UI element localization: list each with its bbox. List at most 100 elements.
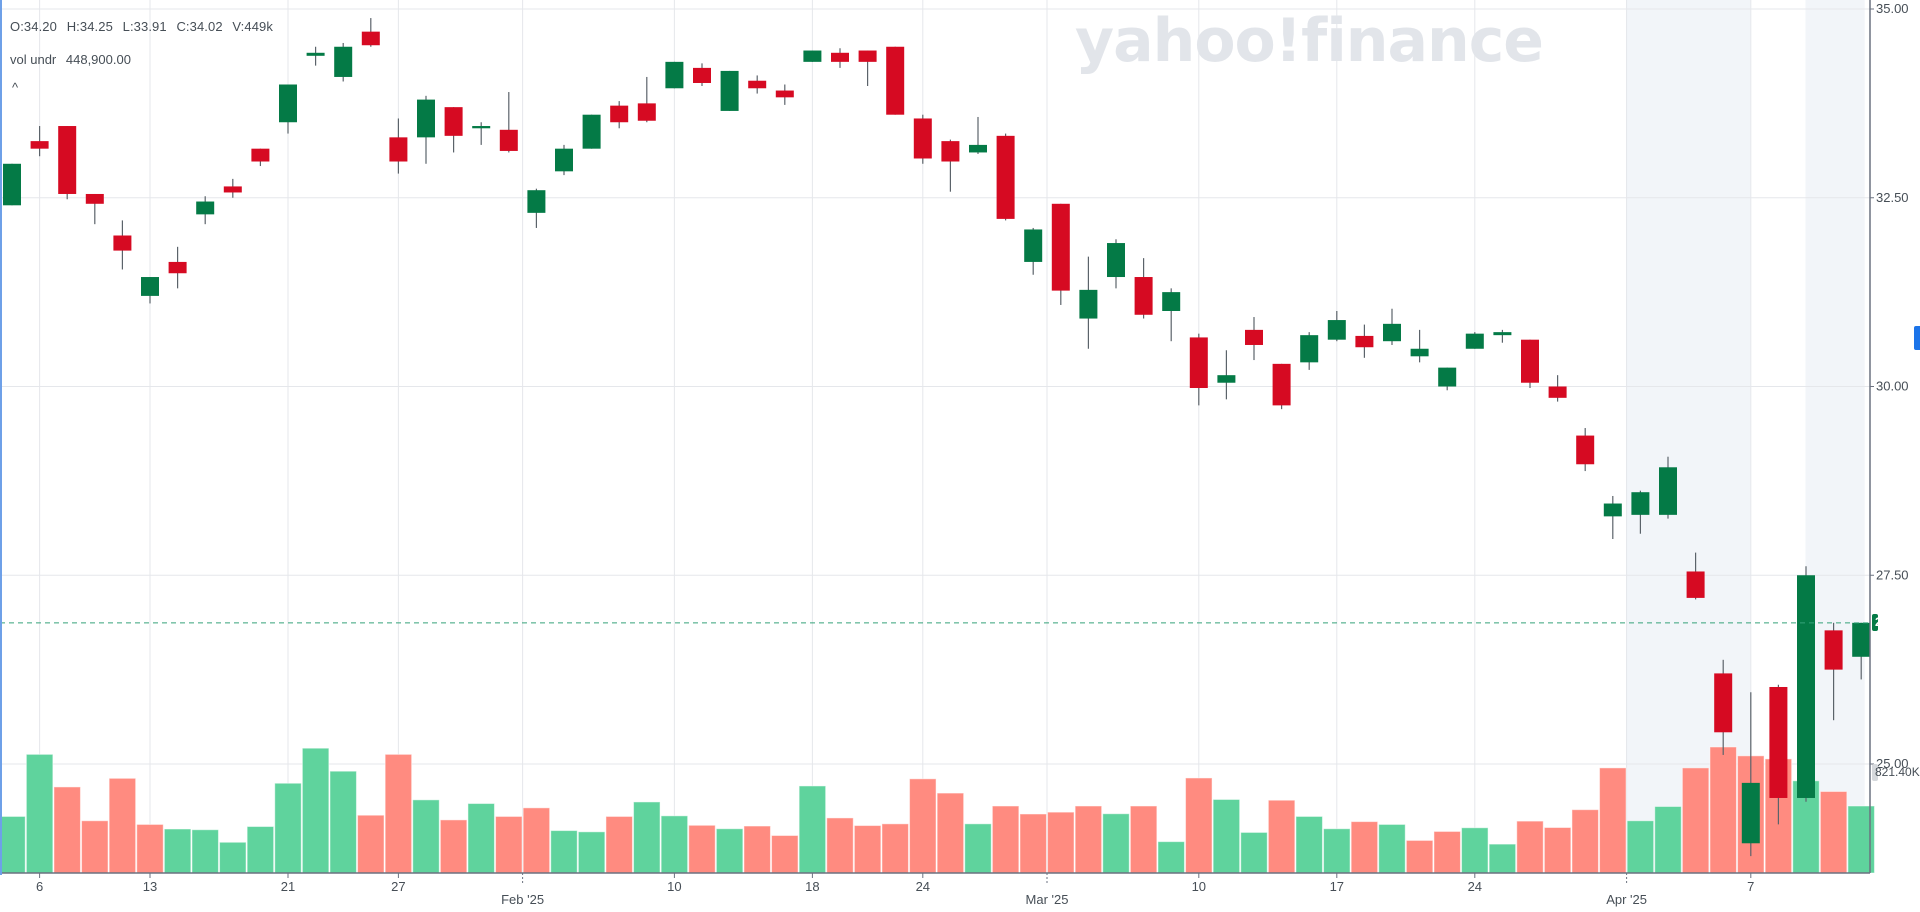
volume-bar[interactable] xyxy=(163,828,192,874)
candle-down[interactable] xyxy=(1824,630,1843,670)
candle-down[interactable] xyxy=(251,148,270,162)
volume-bar[interactable] xyxy=(1129,805,1158,874)
candle-up[interactable] xyxy=(527,190,546,213)
candle-up[interactable] xyxy=(582,114,601,149)
side-panel-toggle-chevron-icon[interactable] xyxy=(1914,326,1920,350)
candle-down[interactable] xyxy=(941,141,960,162)
candle-up[interactable] xyxy=(969,144,987,153)
volume-bar[interactable] xyxy=(881,823,909,874)
volume-bar[interactable] xyxy=(412,799,440,874)
candle-up[interactable] xyxy=(1410,348,1429,357)
candle-up[interactable] xyxy=(1217,375,1236,383)
candle-up[interactable] xyxy=(1659,467,1677,515)
volume-bar[interactable] xyxy=(1102,813,1130,874)
candle-down[interactable] xyxy=(1521,339,1539,383)
volume-bar[interactable] xyxy=(0,815,26,874)
candle-up[interactable] xyxy=(665,61,684,89)
candle-up[interactable] xyxy=(472,126,491,129)
volume-bar[interactable] xyxy=(329,770,357,874)
volume-bar[interactable] xyxy=(1295,815,1323,874)
candle-down[interactable] xyxy=(85,193,104,204)
volume-bar[interactable] xyxy=(936,792,965,874)
volume-study-legend[interactable]: vol undr 448,900.00 xyxy=(10,52,137,67)
volume-bar[interactable] xyxy=(826,817,854,874)
candle-up[interactable] xyxy=(3,163,21,206)
volume-bar[interactable] xyxy=(1516,820,1544,874)
volume-bar[interactable] xyxy=(1571,809,1599,874)
candle-down[interactable] xyxy=(913,118,932,159)
candle-down[interactable] xyxy=(1576,435,1595,465)
volume-bar[interactable] xyxy=(1185,777,1213,874)
candle-down[interactable] xyxy=(1189,337,1208,389)
candle-up[interactable] xyxy=(1493,332,1512,336)
candle-down[interactable] xyxy=(1355,335,1374,348)
volume-bar[interactable] xyxy=(522,807,551,874)
volume-bar[interactable] xyxy=(771,834,799,874)
candle-up[interactable] xyxy=(141,277,159,296)
candle-up[interactable] xyxy=(1852,622,1871,657)
volume-bar[interactable] xyxy=(301,747,330,874)
candle-up[interactable] xyxy=(1079,289,1098,319)
candle-down[interactable] xyxy=(610,105,629,123)
candle-down[interactable] xyxy=(693,67,711,83)
candle-down[interactable] xyxy=(858,50,877,62)
volume-bar[interactable] xyxy=(246,826,275,874)
volume-bar[interactable] xyxy=(853,825,882,874)
candle-down[interactable] xyxy=(1051,203,1070,291)
volume-bar[interactable] xyxy=(81,820,109,874)
volume-bar[interactable] xyxy=(384,753,413,874)
candle-down[interactable] xyxy=(499,129,518,151)
candle-up[interactable] xyxy=(279,84,297,123)
candle-up[interactable] xyxy=(306,52,325,56)
candle-down[interactable] xyxy=(444,107,463,136)
candle-down[interactable] xyxy=(637,103,656,121)
volume-bar[interactable] xyxy=(1709,746,1737,874)
volume-bar[interactable] xyxy=(1019,813,1047,874)
volume-bar[interactable] xyxy=(191,829,219,874)
candle-down[interactable] xyxy=(168,261,187,274)
candle-down[interactable] xyxy=(223,186,242,193)
volume-bar[interactable] xyxy=(1267,799,1296,874)
volume-bar[interactable] xyxy=(1074,805,1103,874)
volume-bar[interactable] xyxy=(1654,805,1682,874)
volume-bar[interactable] xyxy=(1626,820,1655,874)
volume-bar[interactable] xyxy=(1433,830,1461,874)
volume-bar[interactable] xyxy=(439,819,468,874)
volume-bar[interactable] xyxy=(136,823,164,874)
candle-up[interactable] xyxy=(720,70,739,111)
candle-up[interactable] xyxy=(1438,367,1457,387)
volume-bar[interactable] xyxy=(577,831,606,874)
volume-bar[interactable] xyxy=(1240,831,1268,874)
candle-down[interactable] xyxy=(58,126,77,194)
volume-bar[interactable] xyxy=(991,805,1020,874)
candle-down[interactable] xyxy=(1714,673,1733,733)
volume-bar[interactable] xyxy=(1323,828,1351,874)
candle-down[interactable] xyxy=(1548,386,1567,398)
candle-up[interactable] xyxy=(196,201,215,215)
candle-down[interactable] xyxy=(1134,277,1153,315)
volume-bar[interactable] xyxy=(1819,790,1848,874)
candle-up[interactable] xyxy=(1603,503,1622,517)
volume-bar[interactable] xyxy=(660,815,689,874)
volume-bar[interactable] xyxy=(219,841,247,874)
candle-up[interactable] xyxy=(1631,492,1650,515)
candle-up[interactable] xyxy=(1383,323,1401,342)
candle-up[interactable] xyxy=(1300,335,1319,363)
volume-bar[interactable] xyxy=(743,825,771,874)
candle-down[interactable] xyxy=(1272,363,1291,406)
candle-down[interactable] xyxy=(775,90,794,98)
volume-bar[interactable] xyxy=(715,828,744,874)
volume-bar[interactable] xyxy=(550,830,578,874)
candle-down[interactable] xyxy=(113,235,132,251)
candle-up[interactable] xyxy=(1107,243,1125,278)
candle-up[interactable] xyxy=(1024,229,1043,262)
volume-bar[interactable] xyxy=(1212,798,1241,874)
candle-up[interactable] xyxy=(1162,292,1181,311)
candle-down[interactable] xyxy=(996,135,1015,219)
volume-bar[interactable] xyxy=(964,823,992,874)
candle-down[interactable] xyxy=(748,80,767,89)
candle-up[interactable] xyxy=(555,148,573,172)
collapse-legend-chevron-up-icon[interactable]: ^ xyxy=(12,80,19,95)
